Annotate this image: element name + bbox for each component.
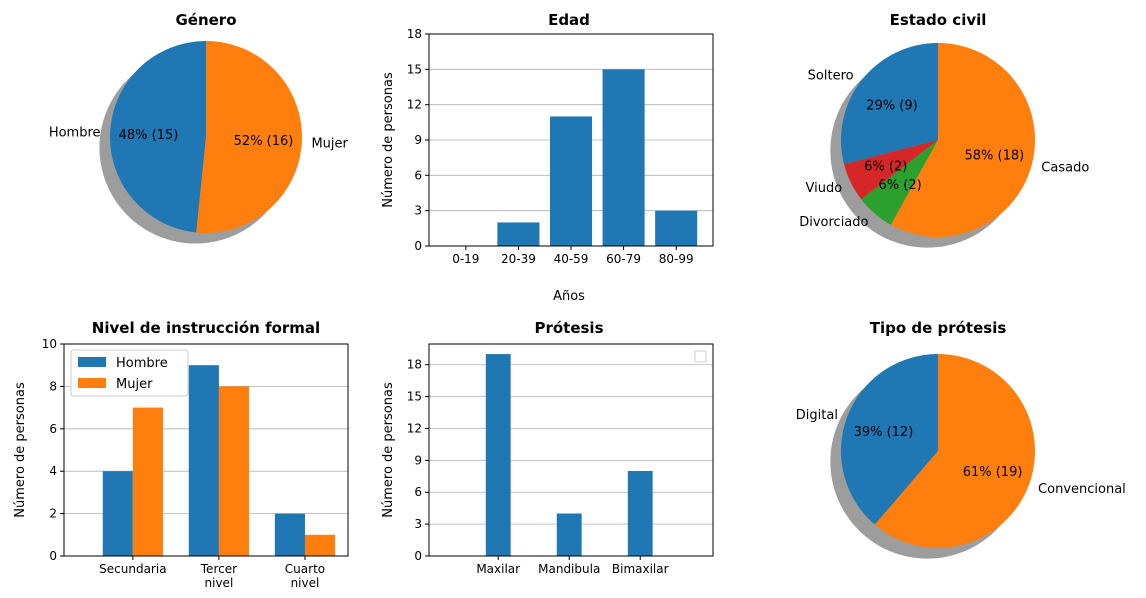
bar-mandibula (556, 513, 582, 556)
bar-chart-protesis: Prótesis Número de personas 0 3 6 9 12 15 18 Ma… (381, 319, 714, 576)
y-tick-label: 18 (407, 27, 422, 41)
bar-80-99 (655, 210, 698, 246)
slice-label: Divorciado (799, 215, 868, 230)
x-tick-label: Cuarto nivel (285, 562, 325, 590)
chart-title: Estado civil (890, 11, 987, 29)
chart-title: Nivel de instrucción formal (92, 319, 320, 337)
bar-hombre (102, 471, 133, 556)
x-tick-label: Mandibula (538, 562, 600, 576)
y-tick-label: 18 (407, 358, 422, 372)
y-tick-label: 15 (407, 62, 422, 76)
pie-slice-digital (840, 354, 938, 525)
bar-maxilar (485, 354, 511, 556)
bar-chart-edad: Edad Años Número de personas 0 3 6 9 12 15 18 0… (381, 11, 714, 304)
y-tick-label: 6 (49, 422, 57, 436)
pie-chart-tipo-protesis: Tipo de prótesis Digital 39% (12) Convenci… (796, 319, 1126, 559)
y-tick-label: 15 (407, 390, 422, 404)
y-tick-label: 10 (42, 337, 57, 351)
pie-slice-divorciado (861, 140, 938, 225)
y-tick-label: 4 (49, 464, 57, 478)
bar-bimaxilar (627, 470, 653, 556)
chart-title: Tipo de prótesis (870, 319, 1007, 337)
slice-percent-label: 6% (2) (879, 178, 922, 193)
legend-swatch (78, 378, 106, 388)
bar-hombre (274, 513, 305, 556)
y-axis-label: Número de personas (381, 382, 396, 518)
legend-swatch (78, 357, 106, 367)
plot-frame (428, 343, 714, 557)
x-tick-label: 40-59 (554, 252, 589, 266)
x-tick-label: 0-19 (452, 252, 479, 266)
y-tick-label: 6 (414, 168, 422, 182)
plot-frame (428, 33, 714, 247)
x-tick-label: Tercer nivel (200, 562, 237, 590)
legend-entry: Mujer (116, 377, 153, 392)
bar-mujer (218, 386, 250, 556)
slice-label: Convencional (1038, 482, 1126, 497)
chart-title: Prótesis (534, 319, 603, 337)
y-tick-label: 2 (49, 507, 57, 521)
y-tick-label: 12 (407, 98, 422, 112)
slice-label: Casado (1041, 161, 1089, 176)
empty-legend-box (694, 350, 707, 363)
slice-label: Mujer (311, 136, 348, 151)
x-tick-label: Maxilar (476, 562, 520, 576)
y-tick-label: 0 (414, 239, 422, 253)
pie-slice-soltero (840, 43, 938, 165)
x-tick-label: Secundaria (99, 562, 166, 576)
plot-frame (63, 343, 349, 557)
pie-slice-hombre (110, 41, 206, 233)
x-tick-label: Bimaxilar (612, 562, 669, 576)
slice-label: Hombre (49, 126, 101, 141)
bar-mujer (132, 407, 163, 556)
slice-percent-label: 52% (16) (234, 134, 294, 149)
x-tick-label: 80-99 (659, 252, 694, 266)
chart-title: Edad (548, 11, 590, 29)
x-tick-label: 60-79 (606, 252, 641, 266)
slice-label: Digital (796, 408, 838, 423)
y-tick-label: 0 (49, 549, 57, 563)
pie-slice-casado (890, 43, 1035, 237)
pie-slice-convencional (874, 353, 1035, 548)
x-axis-label: Años (553, 289, 585, 304)
slice-percent-label: 6% (2) (864, 160, 907, 175)
slice-label: Viudo (806, 181, 843, 196)
pie-slice-viudo (844, 140, 938, 200)
legend-entry: Hombre (116, 356, 168, 371)
bar-chart-instruccion: Nivel de instrucción formal Número de pe… (13, 319, 349, 590)
x-tick-label: 20-39 (501, 252, 536, 266)
slice-label: Soltero (808, 69, 854, 84)
y-tick-label: 6 (414, 485, 422, 499)
pie-chart-estado-civil: Estado civil Soltero 29% (9) Viudo 6% (2) Di… (799, 11, 1089, 248)
y-tick-label: 9 (414, 133, 422, 147)
y-tick-label: 0 (414, 549, 422, 563)
chart-title: Género (175, 11, 236, 29)
slice-percent-label: 39% (12) (854, 425, 914, 440)
pie-slice-mujer (196, 41, 302, 234)
y-tick-label: 8 (49, 379, 57, 393)
y-tick-label: 3 (414, 517, 422, 531)
slice-percent-label: 29% (9) (866, 98, 917, 113)
legend: Hombre Mujer (70, 349, 189, 397)
bar-mujer (304, 534, 336, 556)
y-axis-label: Número de personas (381, 72, 396, 208)
bar-20-39 (497, 222, 540, 246)
y-tick-label: 9 (414, 453, 422, 467)
y-tick-label: 12 (407, 421, 422, 435)
pie-chart-genero: Género Hombre 48% (15) Mujer 52% (16) (49, 11, 349, 244)
bar-40-59 (549, 116, 593, 246)
y-axis-label: Número de personas (13, 382, 28, 518)
bar-hombre (188, 365, 219, 556)
slice-percent-label: 48% (15) (119, 128, 179, 143)
slice-percent-label: 58% (18) (964, 149, 1024, 164)
bar-60-79 (602, 69, 645, 246)
y-tick-label: 3 (414, 204, 422, 218)
slice-percent-label: 61% (19) (963, 465, 1023, 480)
